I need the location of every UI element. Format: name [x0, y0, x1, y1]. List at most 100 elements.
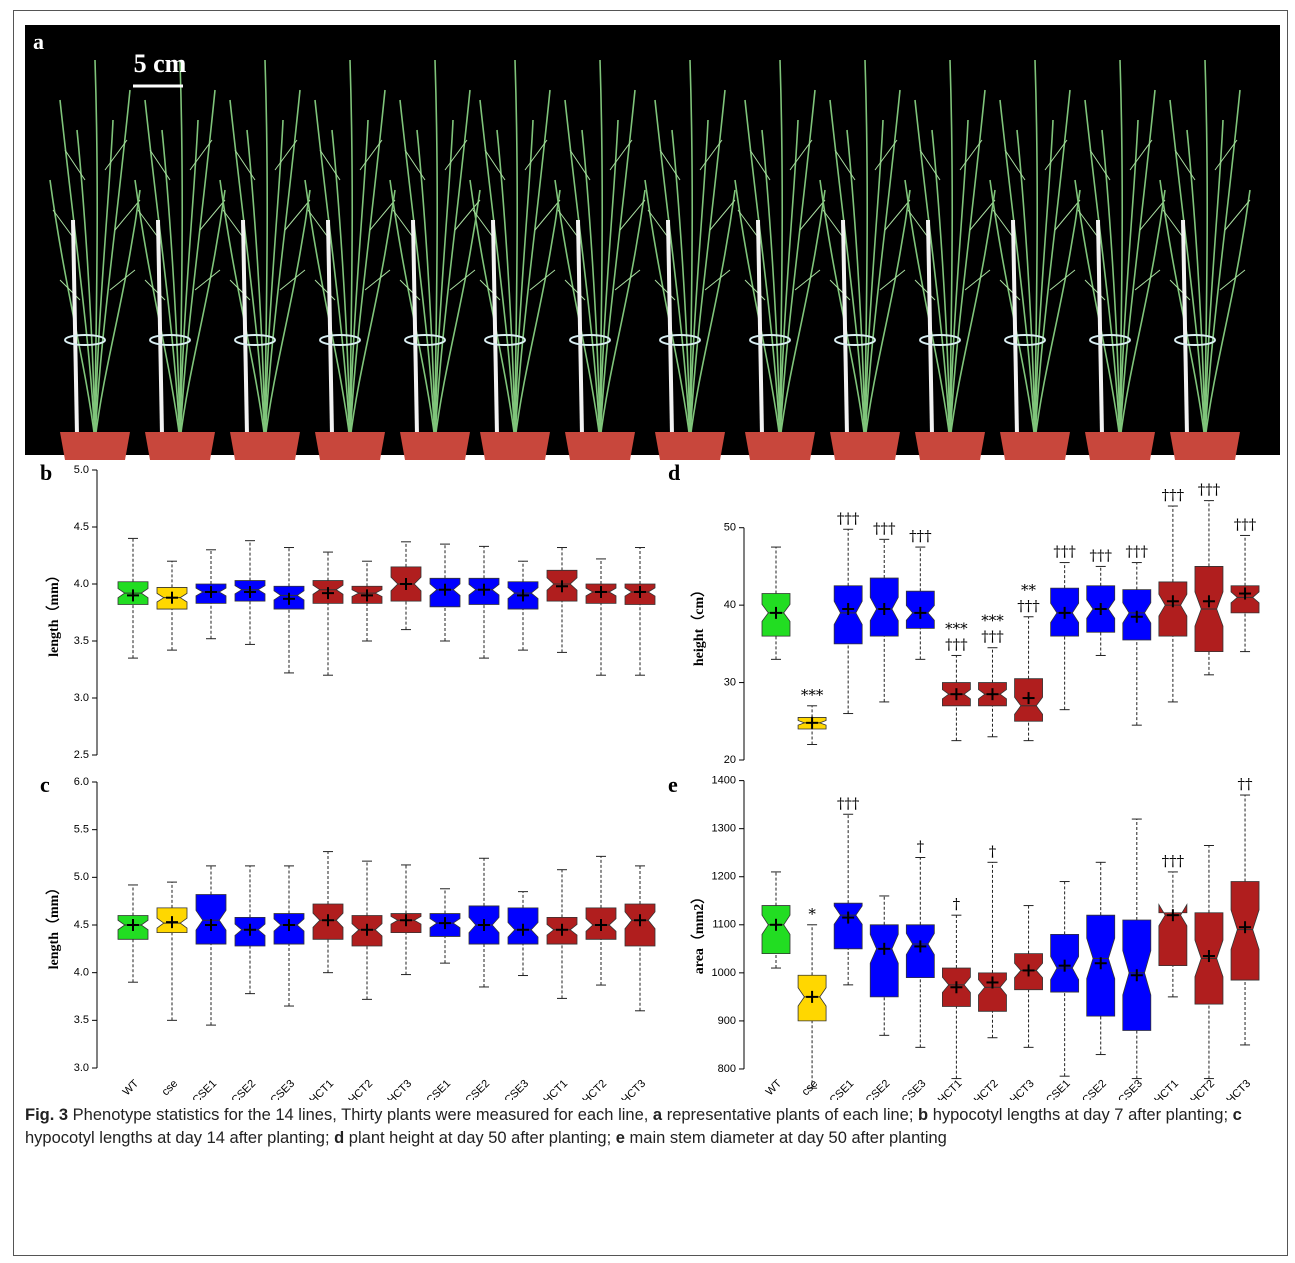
box-group — [942, 914, 971, 1080]
caption-text: main stem diameter at day 50 after plant… — [624, 1129, 947, 1147]
box-group — [1086, 565, 1116, 656]
box-group — [468, 857, 500, 988]
box-group — [1158, 871, 1188, 998]
caption-text: b — [918, 1106, 929, 1124]
box-group — [797, 705, 827, 746]
box-group — [234, 540, 266, 645]
box-group — [942, 654, 971, 742]
significance-label: ††† — [945, 635, 968, 653]
significance-label: ††† — [1162, 486, 1185, 504]
x-tick-label: cse.35S.NcCSE1 — [788, 1078, 857, 1100]
box-group — [833, 813, 863, 986]
box-group — [546, 869, 578, 999]
caption-text: e — [615, 1129, 625, 1147]
significance-label: ††† — [1017, 597, 1040, 615]
box-group — [1014, 616, 1043, 742]
x-tick-label: cse — [160, 1078, 181, 1099]
x-tick-label: WT — [121, 1077, 142, 1098]
box-group — [1158, 505, 1188, 703]
box-group — [1122, 818, 1152, 1080]
caption-text: representative plants of each line; — [662, 1106, 919, 1124]
scale-bar-label: 5 cm — [134, 49, 187, 78]
box-group — [429, 888, 461, 964]
significance-label: ††† — [909, 527, 932, 545]
caption-text: plant height at day 50 after planting; — [344, 1129, 616, 1147]
box-group — [624, 865, 656, 1012]
y-tick-label: 4.0 — [74, 967, 89, 979]
significance-label: ††† — [837, 794, 860, 812]
caption-text: hypocotyl lengths at day 14 after planti… — [25, 1129, 335, 1147]
box-group — [507, 560, 539, 651]
panel-letter: a — [33, 29, 44, 54]
box-group — [156, 881, 188, 1021]
box-group — [312, 551, 344, 676]
figure: a 5 cm b length（mm） 2.5 3.0 3.5 4.0 4.5 5.0 c len… — [25, 25, 1280, 1100]
panel-letter: c — [40, 772, 50, 797]
significance-label: *** — [801, 686, 824, 704]
box-group — [195, 549, 227, 640]
box-group — [869, 895, 899, 1036]
box-group — [624, 547, 656, 676]
box-group — [585, 558, 617, 676]
caption-text: a — [652, 1106, 663, 1124]
significance-label: † — [917, 838, 925, 856]
box-group — [312, 851, 344, 974]
box — [869, 924, 899, 998]
significance-label: ††† — [1198, 481, 1221, 499]
box-group — [1122, 562, 1152, 726]
photo — [25, 25, 1280, 455]
y-tick-label: 50 — [724, 522, 736, 534]
box-group — [117, 884, 149, 983]
box-group — [546, 547, 578, 653]
caption-text: c — [1232, 1106, 1242, 1124]
y-tick-label: 5.0 — [74, 871, 89, 883]
y-tick-label: 3.0 — [74, 1062, 89, 1074]
box-group — [905, 546, 935, 660]
box-group — [468, 545, 500, 659]
box-group — [117, 537, 149, 659]
box-group — [1230, 794, 1260, 1046]
box-group — [833, 528, 863, 715]
box-group — [797, 924, 827, 1089]
box-group — [351, 860, 383, 1000]
box-group — [273, 865, 305, 1007]
y-tick-label: 1100 — [712, 919, 736, 931]
box-group — [156, 560, 188, 651]
y-tick-label: 1400 — [712, 775, 736, 787]
box-group — [978, 647, 1007, 738]
y-tick-label: 1000 — [712, 967, 736, 979]
box-group — [351, 560, 383, 642]
box — [1158, 903, 1188, 967]
box-group — [1194, 500, 1224, 676]
box-group — [1050, 562, 1080, 711]
panel-letter: e — [668, 772, 678, 797]
significance-label: † — [989, 842, 997, 860]
box-group — [761, 871, 791, 969]
y-tick-label: 30 — [724, 676, 736, 688]
caption-text: Fig. 3 — [25, 1106, 69, 1124]
box-group — [390, 541, 422, 631]
y-tick-label: 40 — [724, 599, 736, 611]
box — [1158, 581, 1188, 637]
significance-label: † — [953, 895, 961, 913]
y-tick-label: 20 — [724, 754, 736, 766]
box — [978, 972, 1007, 1012]
y-tick-label: 1200 — [712, 871, 736, 883]
box-group — [507, 891, 539, 977]
box-group — [195, 865, 227, 1026]
box-group — [978, 861, 1007, 1039]
panel-letter: b — [40, 460, 52, 485]
y-tick-label: 3.5 — [74, 1014, 89, 1026]
x-tick-label: cse — [800, 1078, 821, 1099]
box-group — [1194, 844, 1224, 1080]
significance-label: †† — [1238, 775, 1254, 793]
y-tick-label: 900 — [718, 1015, 736, 1027]
significance-label: ††† — [1126, 543, 1149, 561]
caption-text: hypocotyl lengths at day 7 after plantin… — [928, 1106, 1233, 1124]
y-tick-label: 4.5 — [74, 521, 89, 533]
y-tick-label: 3.5 — [74, 635, 89, 647]
y-tick-label: 4.0 — [74, 578, 89, 590]
significance-label: ** — [1021, 581, 1037, 599]
caption-text: Phenotype statistics for the 14 lines, T… — [68, 1106, 653, 1124]
